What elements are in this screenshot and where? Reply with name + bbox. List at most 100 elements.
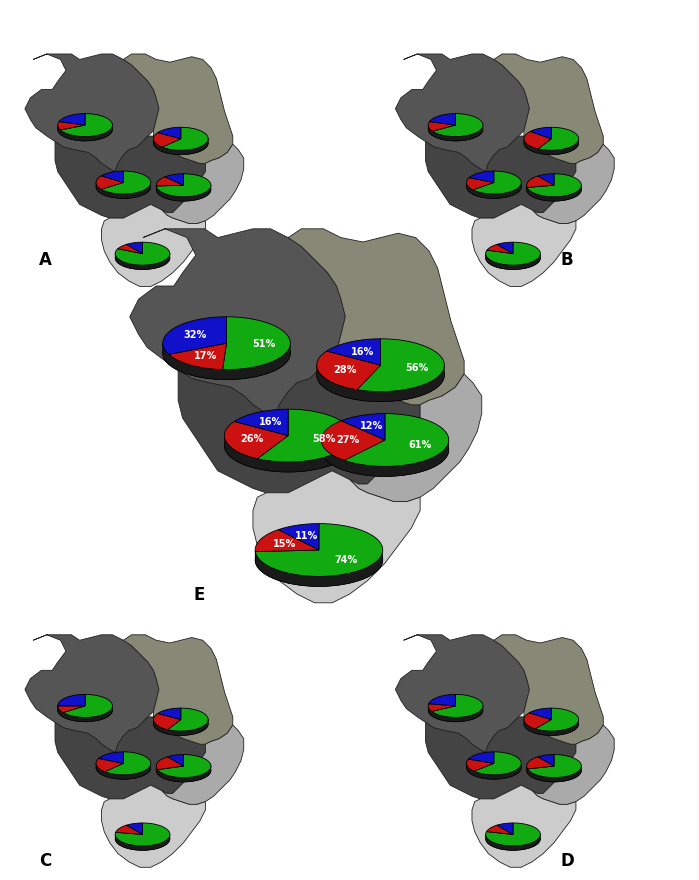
Polygon shape bbox=[321, 440, 345, 471]
Polygon shape bbox=[158, 708, 181, 720]
Polygon shape bbox=[157, 173, 211, 197]
Polygon shape bbox=[497, 823, 513, 834]
Polygon shape bbox=[357, 339, 445, 392]
Polygon shape bbox=[257, 436, 352, 472]
Text: 28%: 28% bbox=[333, 365, 357, 375]
Polygon shape bbox=[169, 343, 226, 370]
Polygon shape bbox=[178, 361, 420, 493]
Polygon shape bbox=[55, 136, 206, 218]
Polygon shape bbox=[115, 242, 170, 265]
Ellipse shape bbox=[96, 175, 151, 198]
Polygon shape bbox=[127, 823, 143, 834]
Polygon shape bbox=[101, 785, 206, 868]
Polygon shape bbox=[101, 171, 124, 182]
Polygon shape bbox=[124, 54, 233, 164]
Polygon shape bbox=[497, 242, 513, 253]
Polygon shape bbox=[105, 763, 151, 779]
Text: C: C bbox=[39, 852, 52, 869]
Text: 56%: 56% bbox=[405, 363, 428, 373]
Polygon shape bbox=[58, 121, 85, 130]
Ellipse shape bbox=[224, 419, 352, 472]
Polygon shape bbox=[524, 713, 552, 729]
Polygon shape bbox=[124, 634, 233, 744]
Polygon shape bbox=[474, 752, 521, 774]
Polygon shape bbox=[162, 139, 208, 155]
Polygon shape bbox=[468, 752, 494, 763]
Text: 16%: 16% bbox=[259, 417, 282, 427]
Polygon shape bbox=[524, 139, 538, 153]
Polygon shape bbox=[433, 125, 483, 141]
Polygon shape bbox=[222, 317, 290, 370]
Ellipse shape bbox=[428, 118, 483, 141]
Polygon shape bbox=[531, 128, 552, 139]
Polygon shape bbox=[532, 144, 614, 224]
Text: B: B bbox=[561, 251, 573, 269]
Polygon shape bbox=[535, 720, 579, 736]
Ellipse shape bbox=[486, 246, 540, 269]
Polygon shape bbox=[466, 759, 494, 771]
Polygon shape bbox=[101, 171, 151, 194]
Polygon shape bbox=[341, 414, 385, 440]
Ellipse shape bbox=[154, 713, 208, 736]
Polygon shape bbox=[527, 173, 582, 197]
Polygon shape bbox=[255, 524, 383, 576]
Polygon shape bbox=[154, 133, 181, 147]
Polygon shape bbox=[130, 229, 345, 418]
Polygon shape bbox=[101, 182, 151, 198]
Polygon shape bbox=[433, 114, 483, 136]
Polygon shape bbox=[161, 144, 244, 224]
Ellipse shape bbox=[156, 178, 211, 202]
Ellipse shape bbox=[115, 246, 170, 269]
Polygon shape bbox=[161, 725, 244, 804]
Polygon shape bbox=[469, 171, 494, 182]
Polygon shape bbox=[473, 182, 521, 198]
Ellipse shape bbox=[156, 759, 211, 782]
Polygon shape bbox=[494, 634, 603, 744]
Ellipse shape bbox=[255, 533, 383, 586]
Polygon shape bbox=[321, 421, 385, 460]
Polygon shape bbox=[156, 757, 184, 770]
Text: 26%: 26% bbox=[240, 435, 264, 444]
Polygon shape bbox=[426, 136, 576, 218]
Polygon shape bbox=[487, 245, 513, 253]
Polygon shape bbox=[430, 114, 456, 125]
Polygon shape bbox=[538, 128, 579, 150]
Polygon shape bbox=[526, 766, 528, 774]
Polygon shape bbox=[526, 176, 554, 187]
Ellipse shape bbox=[96, 756, 151, 779]
Polygon shape bbox=[163, 344, 169, 364]
Polygon shape bbox=[63, 694, 113, 717]
Polygon shape bbox=[115, 825, 143, 834]
Ellipse shape bbox=[524, 713, 579, 736]
Text: D: D bbox=[561, 852, 575, 869]
Polygon shape bbox=[60, 114, 113, 136]
Ellipse shape bbox=[154, 132, 208, 155]
Polygon shape bbox=[157, 754, 211, 778]
Polygon shape bbox=[115, 834, 170, 850]
Polygon shape bbox=[278, 524, 319, 550]
Text: 74%: 74% bbox=[334, 555, 358, 566]
Polygon shape bbox=[538, 139, 579, 155]
Polygon shape bbox=[317, 366, 357, 400]
Ellipse shape bbox=[526, 759, 582, 782]
Polygon shape bbox=[428, 694, 456, 706]
Text: A: A bbox=[39, 251, 52, 269]
Text: 32%: 32% bbox=[184, 330, 207, 340]
Polygon shape bbox=[163, 317, 226, 355]
Polygon shape bbox=[350, 374, 482, 502]
Polygon shape bbox=[431, 706, 483, 722]
Polygon shape bbox=[60, 125, 113, 141]
Polygon shape bbox=[428, 121, 456, 131]
Polygon shape bbox=[466, 763, 474, 775]
Polygon shape bbox=[538, 173, 554, 186]
Polygon shape bbox=[127, 242, 143, 253]
Polygon shape bbox=[55, 717, 206, 799]
Polygon shape bbox=[25, 54, 159, 172]
Polygon shape bbox=[96, 183, 101, 194]
Ellipse shape bbox=[466, 756, 521, 779]
Ellipse shape bbox=[428, 699, 483, 722]
Polygon shape bbox=[157, 766, 211, 782]
Polygon shape bbox=[486, 253, 540, 269]
Polygon shape bbox=[105, 752, 151, 774]
Polygon shape bbox=[524, 720, 535, 733]
